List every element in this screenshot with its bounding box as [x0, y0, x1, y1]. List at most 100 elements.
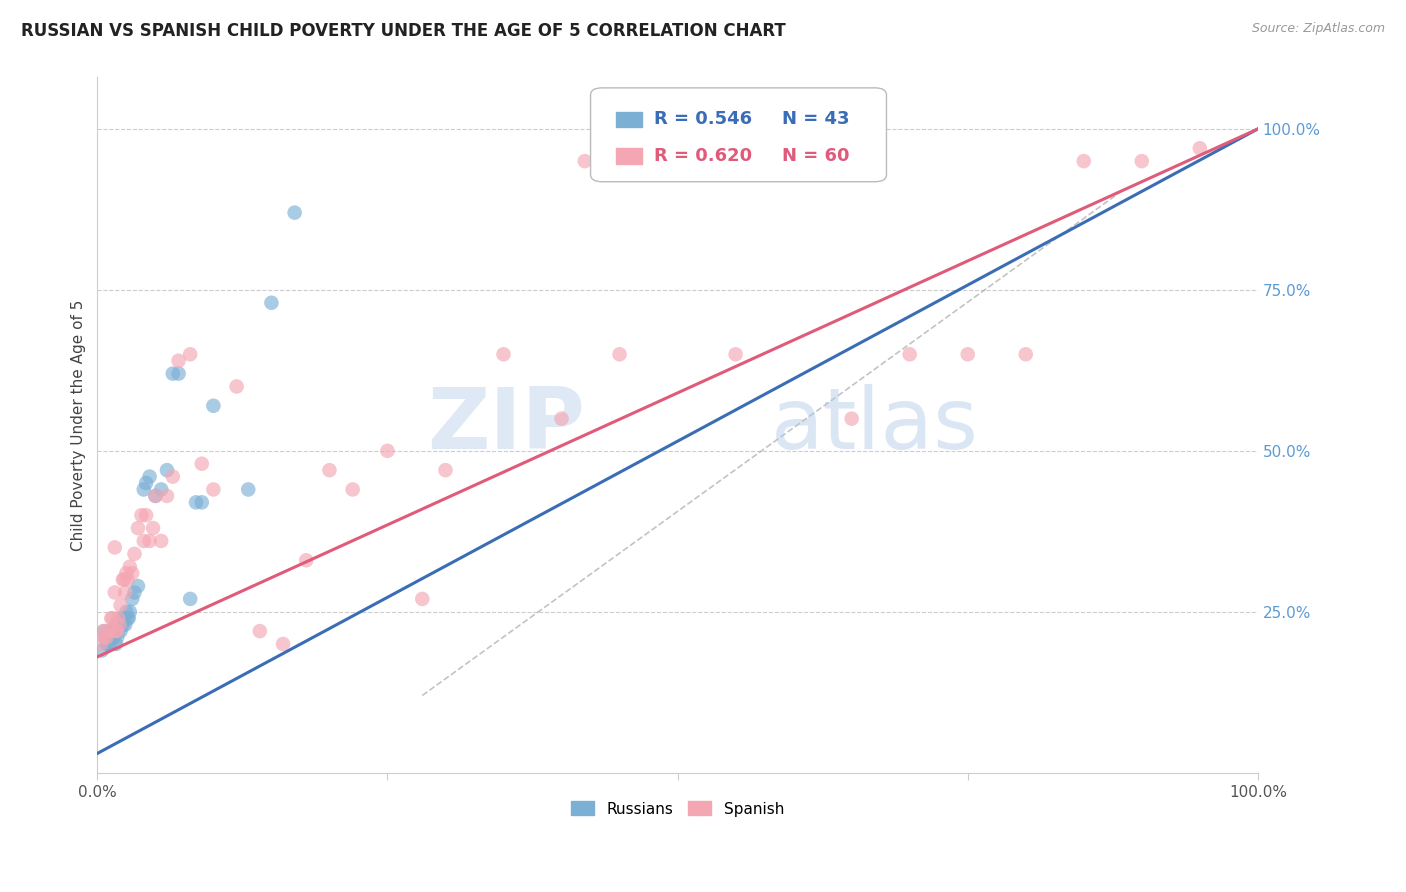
Point	[284, 205, 307, 219]
Point	[1130, 154, 1153, 169]
Point	[131, 508, 153, 523]
Y-axis label: Child Poverty Under the Age of 5: Child Poverty Under the Age of 5	[72, 300, 86, 550]
Point	[342, 483, 364, 497]
Point	[145, 489, 167, 503]
Point	[956, 347, 979, 361]
Point	[191, 457, 214, 471]
Point	[104, 541, 127, 555]
Point	[782, 147, 804, 161]
Point	[111, 611, 134, 625]
Point	[150, 483, 173, 497]
Point	[132, 533, 155, 548]
Point	[162, 469, 184, 483]
Point	[127, 521, 149, 535]
Point	[100, 624, 122, 639]
Point	[550, 411, 572, 425]
Point	[94, 631, 117, 645]
Point	[202, 399, 225, 413]
Point	[225, 379, 247, 393]
Point	[132, 483, 155, 497]
Point	[249, 624, 271, 639]
Point	[150, 533, 173, 548]
Point	[411, 591, 433, 606]
Point	[118, 605, 141, 619]
Point	[93, 624, 115, 639]
Point	[97, 631, 120, 645]
Point	[101, 611, 124, 625]
Point	[118, 559, 141, 574]
Point	[138, 533, 160, 548]
Text: N = 43: N = 43	[782, 110, 849, 128]
Point	[101, 631, 124, 645]
Text: R = 0.620: R = 0.620	[654, 147, 752, 165]
Point	[135, 508, 157, 523]
Point	[105, 624, 128, 639]
Point	[110, 624, 132, 639]
Point	[162, 367, 184, 381]
Point	[260, 295, 283, 310]
Point	[104, 585, 127, 599]
Point	[202, 483, 225, 497]
Point	[121, 591, 143, 606]
Point	[104, 624, 127, 639]
Point	[724, 347, 747, 361]
Point	[127, 579, 149, 593]
Point	[138, 469, 160, 483]
Text: RUSSIAN VS SPANISH CHILD POVERTY UNDER THE AGE OF 5 CORRELATION CHART: RUSSIAN VS SPANISH CHILD POVERTY UNDER T…	[21, 22, 786, 40]
FancyBboxPatch shape	[591, 88, 886, 182]
Point	[145, 489, 167, 503]
Point	[96, 637, 118, 651]
Bar	[616, 112, 641, 127]
Point	[97, 624, 120, 639]
Point	[191, 495, 214, 509]
Text: ZIP: ZIP	[427, 384, 585, 467]
Point	[107, 611, 129, 625]
Text: Source: ZipAtlas.com: Source: ZipAtlas.com	[1251, 22, 1385, 36]
Point	[96, 631, 118, 645]
Point	[112, 611, 135, 625]
Point	[114, 617, 136, 632]
Point	[91, 624, 114, 639]
Point	[93, 631, 115, 645]
Point	[121, 566, 143, 581]
Point	[318, 463, 340, 477]
Point	[377, 443, 399, 458]
Text: N = 60: N = 60	[782, 147, 849, 165]
Point	[666, 147, 689, 161]
Point	[156, 463, 179, 477]
Point	[238, 483, 260, 497]
Point	[115, 566, 138, 581]
Point	[184, 495, 207, 509]
Point	[1073, 154, 1095, 169]
Point	[112, 573, 135, 587]
Point	[108, 617, 131, 632]
Point	[295, 553, 318, 567]
Point	[271, 637, 294, 651]
Point	[142, 521, 165, 535]
Point	[98, 637, 121, 651]
Point	[167, 353, 190, 368]
Point	[98, 624, 121, 639]
Point	[104, 617, 127, 632]
Point	[104, 624, 127, 639]
Point	[111, 573, 134, 587]
Point	[609, 347, 631, 361]
Point	[434, 463, 457, 477]
Text: R = 0.546: R = 0.546	[654, 110, 752, 128]
Bar	[616, 148, 641, 163]
Point	[167, 367, 190, 381]
Point	[90, 637, 112, 651]
Point	[117, 611, 139, 625]
Point	[117, 573, 139, 587]
Point	[898, 347, 921, 361]
Point	[118, 611, 141, 625]
Point	[1188, 141, 1211, 155]
Point	[115, 605, 138, 619]
Point	[124, 585, 146, 599]
Point	[179, 347, 201, 361]
Point	[100, 611, 122, 625]
Point	[108, 617, 131, 632]
Point	[104, 637, 127, 651]
Point	[124, 547, 146, 561]
Point	[105, 631, 128, 645]
